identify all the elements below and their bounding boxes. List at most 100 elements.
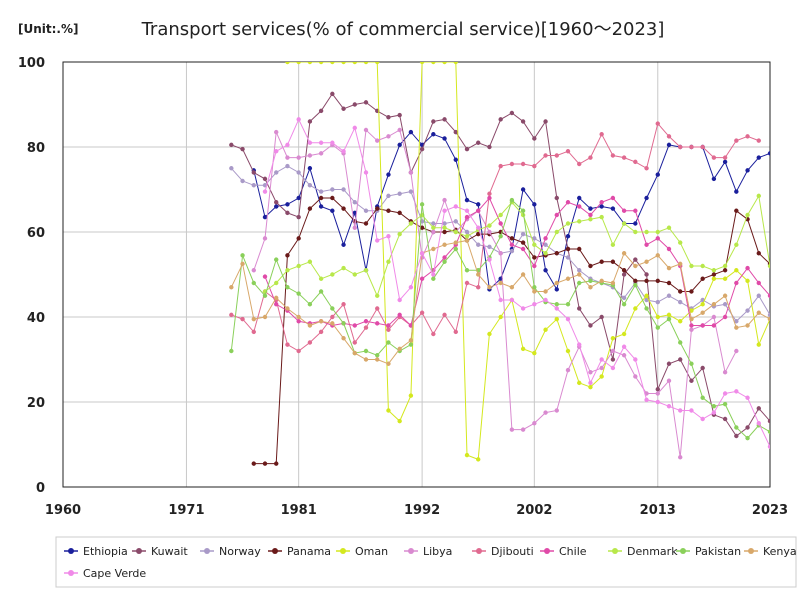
data-point xyxy=(307,302,313,307)
data-point xyxy=(431,221,436,226)
data-point xyxy=(767,312,770,318)
data-point xyxy=(453,329,458,335)
data-point xyxy=(386,259,391,264)
data-point xyxy=(375,62,380,65)
data-point xyxy=(588,155,593,160)
legend-item: Kenya xyxy=(744,545,797,558)
data-point xyxy=(453,240,458,245)
data-point xyxy=(666,225,672,230)
data-point xyxy=(442,312,447,318)
legend-swatch-marker xyxy=(408,548,414,554)
data-point xyxy=(285,342,290,347)
data-point xyxy=(700,263,705,269)
data-point xyxy=(745,134,750,139)
data-point xyxy=(363,62,369,65)
data-point xyxy=(251,280,256,286)
data-point xyxy=(431,272,436,277)
data-point xyxy=(386,340,391,345)
data-point xyxy=(307,140,313,145)
data-point xyxy=(464,214,470,220)
data-point xyxy=(498,234,503,239)
data-point xyxy=(509,297,515,303)
data-point xyxy=(229,312,234,318)
data-point xyxy=(262,214,268,220)
legend-label: Panama xyxy=(287,545,331,558)
data-point xyxy=(397,210,402,216)
data-point xyxy=(307,259,313,264)
x-axis-ticks: 1960 1971 1981 1992 2002 2013 2023 xyxy=(45,503,788,518)
data-point xyxy=(565,276,571,281)
legend-label: Kenya xyxy=(763,545,797,558)
data-point xyxy=(509,248,515,254)
data-point xyxy=(689,144,694,150)
data-point xyxy=(509,236,515,241)
data-point xyxy=(599,314,604,320)
data-point xyxy=(464,229,470,235)
data-point xyxy=(621,221,627,226)
data-point xyxy=(599,200,604,205)
data-point xyxy=(633,278,638,284)
series-denmark xyxy=(262,193,770,298)
data-point xyxy=(330,187,335,192)
data-point xyxy=(666,280,672,286)
data-point xyxy=(756,421,761,426)
data-point xyxy=(722,314,728,320)
data-point xyxy=(476,457,481,462)
y-tick-label: 0 xyxy=(36,481,45,496)
data-point xyxy=(711,176,717,182)
data-point xyxy=(509,285,515,290)
data-point xyxy=(588,370,593,375)
data-point xyxy=(599,374,604,379)
data-point xyxy=(464,452,470,458)
data-point xyxy=(734,280,739,286)
data-point xyxy=(296,117,301,122)
legend-label: Chile xyxy=(559,545,587,558)
data-point xyxy=(689,408,694,413)
data-point xyxy=(419,202,425,207)
data-point xyxy=(419,251,425,256)
data-point xyxy=(240,261,245,267)
data-point xyxy=(296,62,301,65)
data-point xyxy=(408,129,414,135)
data-point xyxy=(375,306,380,311)
data-point xyxy=(386,323,391,328)
x-tick-label: 1981 xyxy=(281,503,317,518)
data-point xyxy=(386,115,391,120)
data-point xyxy=(453,229,458,235)
data-point xyxy=(722,263,728,269)
plot-frame xyxy=(62,61,771,488)
data-point xyxy=(330,91,335,97)
data-point xyxy=(464,238,470,243)
data-point xyxy=(498,163,503,169)
data-point xyxy=(476,140,481,145)
data-point xyxy=(599,132,604,137)
data-point xyxy=(633,306,638,311)
data-point xyxy=(498,280,503,286)
data-point xyxy=(307,153,313,158)
data-point xyxy=(251,268,256,273)
data-point xyxy=(599,214,604,220)
data-point xyxy=(734,433,739,439)
data-point xyxy=(352,102,357,107)
y-tick-label: 20 xyxy=(27,396,45,411)
data-point xyxy=(520,208,526,213)
data-point xyxy=(318,108,324,114)
data-point xyxy=(655,278,660,284)
data-point xyxy=(644,278,649,284)
data-point xyxy=(386,172,391,177)
data-point xyxy=(442,221,447,226)
data-point xyxy=(577,272,582,277)
data-point xyxy=(711,272,717,277)
data-point xyxy=(262,236,268,241)
data-point xyxy=(554,229,559,235)
data-point xyxy=(487,223,492,228)
data-point xyxy=(577,204,582,209)
data-point xyxy=(487,257,492,262)
data-point xyxy=(229,142,234,148)
data-point xyxy=(341,106,346,111)
data-point xyxy=(442,229,447,235)
data-point xyxy=(296,348,301,354)
plot-border xyxy=(62,61,771,488)
data-point xyxy=(543,268,548,273)
